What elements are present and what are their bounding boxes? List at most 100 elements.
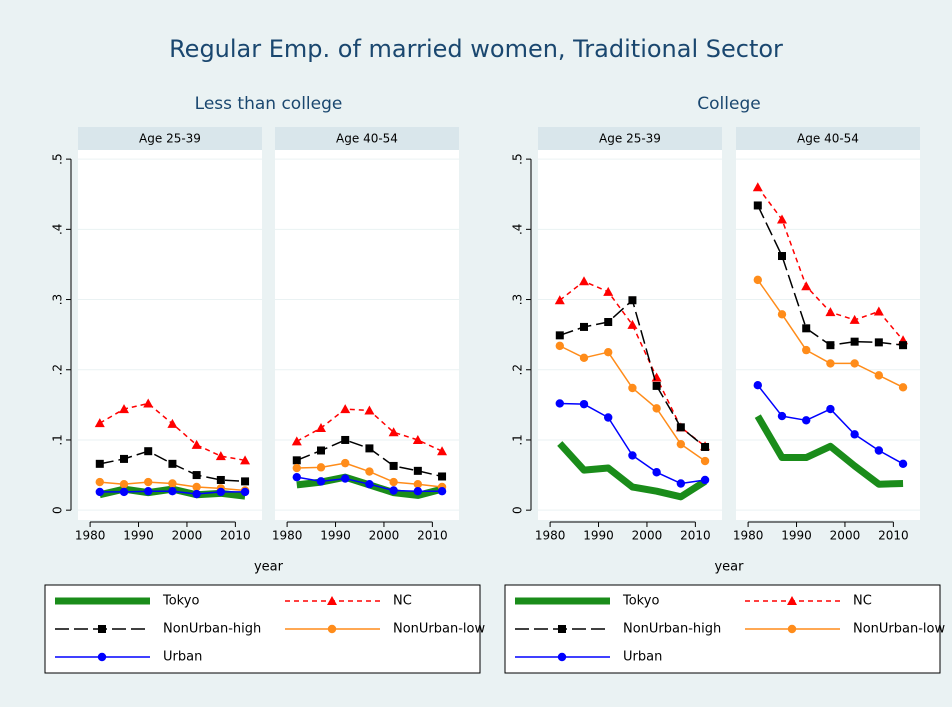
point: [849, 314, 860, 324]
legend-label: NonUrban-low: [853, 622, 945, 637]
y-tick-label: .4: [511, 224, 525, 235]
point: [168, 487, 177, 496]
legend-label: Urban: [163, 650, 202, 665]
point: [192, 482, 201, 492]
point: [95, 487, 104, 497]
point: [873, 306, 884, 316]
y-tick-label: .4: [51, 224, 65, 235]
point: [752, 182, 763, 192]
point: [341, 435, 350, 444]
point: [365, 479, 374, 489]
point: [168, 459, 177, 468]
point: [802, 324, 811, 333]
point: [95, 477, 104, 487]
point: [120, 454, 128, 463]
legend-marker: [98, 597, 106, 605]
point: [801, 281, 812, 291]
point: [292, 472, 301, 482]
legend-label: NC: [393, 594, 412, 609]
point: [143, 398, 154, 408]
legend-marker: [327, 624, 337, 634]
point: [700, 456, 710, 466]
point: [215, 451, 226, 461]
x-tick-label: 1980: [75, 529, 106, 543]
point: [316, 463, 326, 472]
legend-label: NC: [853, 594, 872, 609]
point: [676, 423, 685, 432]
y-tick-label: .1: [511, 434, 525, 445]
point: [701, 442, 710, 451]
x-tick-label: 1990: [781, 529, 812, 543]
panel-title: Age 40-54: [797, 132, 859, 146]
point: [899, 341, 908, 350]
x-tick-label: 1980: [733, 529, 764, 543]
legend-label: NonUrban-low: [393, 622, 485, 637]
point: [240, 487, 250, 497]
point: [317, 446, 325, 455]
point: [777, 411, 787, 421]
point: [292, 463, 301, 473]
point: [144, 447, 153, 456]
y-tick-label: .3: [51, 294, 65, 305]
y-tick-label: 0: [511, 506, 525, 514]
point: [389, 461, 398, 470]
panel-header: [736, 127, 920, 150]
legend-marker: [327, 596, 337, 605]
point: [119, 479, 129, 489]
y-tick-label: .1: [51, 434, 65, 445]
point: [94, 418, 105, 428]
chart-title: Regular Emp. of married women, Tradition…: [169, 35, 783, 63]
point: [579, 276, 589, 286]
point: [579, 353, 589, 363]
series-line: [557, 441, 707, 501]
point: [580, 322, 588, 331]
point: [826, 359, 835, 368]
point: [554, 295, 565, 305]
point: [825, 307, 836, 317]
panel-title: Age 40-54: [336, 132, 398, 146]
point: [850, 430, 859, 439]
point: [341, 474, 350, 483]
point: [628, 296, 637, 305]
legend-marker: [787, 624, 797, 634]
x-axis-label: year: [714, 560, 744, 575]
point: [438, 472, 447, 481]
point: [777, 214, 787, 224]
x-tick-label: 2010: [680, 529, 711, 543]
y-tick-label: .2: [511, 364, 525, 375]
plot-area: [736, 150, 920, 520]
x-tick-label: 2000: [830, 529, 861, 543]
point: [676, 439, 686, 449]
x-axis-label: year: [254, 560, 284, 575]
point: [628, 383, 637, 393]
y-tick-label: .2: [51, 364, 65, 375]
point: [292, 456, 301, 465]
point: [604, 413, 613, 422]
x-tick-label: 1980: [272, 529, 303, 543]
point: [388, 427, 399, 437]
point: [389, 486, 398, 495]
point: [168, 479, 177, 488]
point: [826, 341, 835, 350]
point: [413, 487, 423, 496]
point: [579, 399, 589, 409]
point: [119, 404, 129, 414]
point: [365, 444, 374, 453]
x-tick-label: 2010: [417, 529, 448, 543]
point: [652, 468, 661, 477]
x-tick-label: 2000: [369, 529, 400, 543]
series-line: [754, 414, 904, 488]
point: [753, 380, 762, 390]
legend-marker: [558, 625, 566, 633]
legend-marker: [787, 596, 797, 605]
legend-marker: [557, 652, 567, 662]
point: [802, 416, 811, 425]
point: [119, 487, 129, 497]
point: [241, 477, 250, 486]
x-tick-label: 1980: [535, 529, 566, 543]
point: [216, 475, 225, 484]
point: [192, 489, 201, 499]
plot-area: [275, 150, 459, 520]
point: [850, 359, 859, 368]
point: [874, 446, 884, 455]
